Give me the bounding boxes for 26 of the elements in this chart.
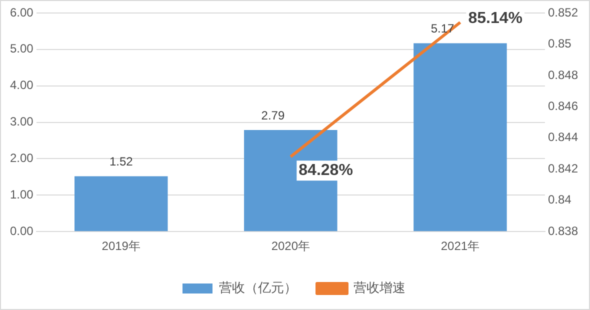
y2-tick-label: 0.84 <box>548 192 572 207</box>
x-tick-label: 2020年 <box>271 239 310 254</box>
y2-tick-label: 0.844 <box>548 130 578 144</box>
y2-tick-label: 0.852 <box>548 5 578 20</box>
y2-tick-label: 0.85 <box>548 36 572 51</box>
y-tick-label: 6.00 <box>10 5 34 20</box>
y2-tick-label: 0.838 <box>548 224 578 238</box>
data-label: 85.14% <box>468 10 522 27</box>
y-tick-label: 5.00 <box>10 42 34 56</box>
data-label: 2.79 <box>261 108 285 122</box>
y-tick-label: 3.00 <box>10 114 34 129</box>
y2-tick-label: 0.848 <box>548 68 578 82</box>
y2-tick-label: 0.846 <box>548 99 578 113</box>
y-tick-label: 4.00 <box>10 78 34 92</box>
y2-tick-label: 0.842 <box>548 161 578 176</box>
legend-label: 营收增速 <box>354 280 406 296</box>
y-tick-label: 2.00 <box>10 151 34 166</box>
data-label: 84.28% <box>298 162 353 180</box>
x-tick-label: 2019年 <box>102 239 140 254</box>
x-tick-label: 2021年 <box>440 239 480 254</box>
bar <box>414 43 507 232</box>
data-label: 1.52 <box>109 154 134 169</box>
y-tick-label: 0.00 <box>10 224 34 238</box>
legend-label: 营收（亿元） <box>219 280 297 296</box>
bar <box>74 176 168 232</box>
y-tick-label: 1.00 <box>10 187 34 202</box>
